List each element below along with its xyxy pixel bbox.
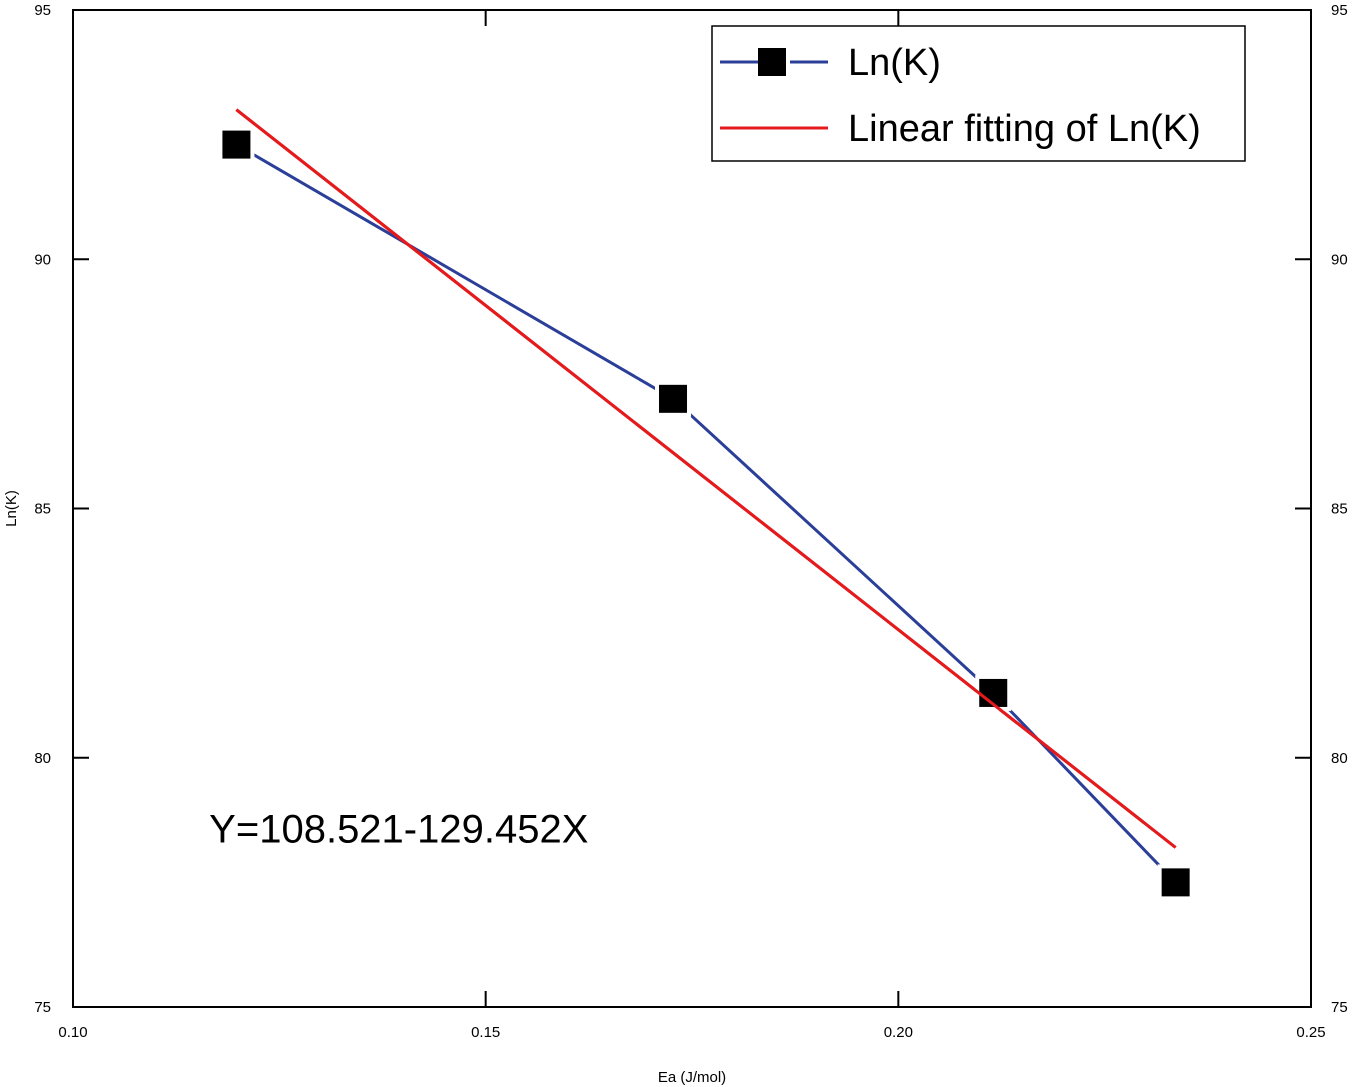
series-line-lnk (235, 143, 1177, 884)
y-axis-title: Ln(K) (3, 490, 20, 527)
equation-annotation: Y=108.521-129.452X (209, 807, 588, 851)
y-tick-label-left: 95 (34, 2, 51, 19)
y-tick-label-right: 85 (1331, 501, 1348, 518)
x-axis-title: Ea (J/mol) (658, 1069, 726, 1086)
y-tick-label-right: 90 (1331, 251, 1348, 268)
y-tick-label-right: 95 (1331, 2, 1348, 19)
y-tick-label-right: 75 (1331, 999, 1348, 1016)
data-point (979, 678, 1008, 707)
x-tick-label: 0.15 (471, 1024, 500, 1041)
y-tick-label-left: 85 (34, 501, 51, 518)
x-tick-label: 0.25 (1296, 1024, 1325, 1041)
x-tick-label: 0.20 (884, 1024, 913, 1041)
data-point (1161, 868, 1190, 897)
y-tick-label-left: 80 (34, 750, 51, 767)
legend-marker (758, 48, 786, 76)
data-point (222, 130, 251, 159)
y-tick-label-left: 75 (34, 999, 51, 1016)
y-tick-label-left: 90 (34, 251, 51, 268)
fit-line-overlay (235, 108, 1177, 849)
legend-box (711, 25, 1246, 162)
data-point (659, 384, 688, 413)
legend-label: Linear fitting of Ln(K) (848, 108, 1201, 150)
y-tick-label-right: 80 (1331, 750, 1348, 767)
x-tick-label: 0.10 (58, 1024, 87, 1041)
legend-label: Ln(K) (848, 42, 941, 84)
